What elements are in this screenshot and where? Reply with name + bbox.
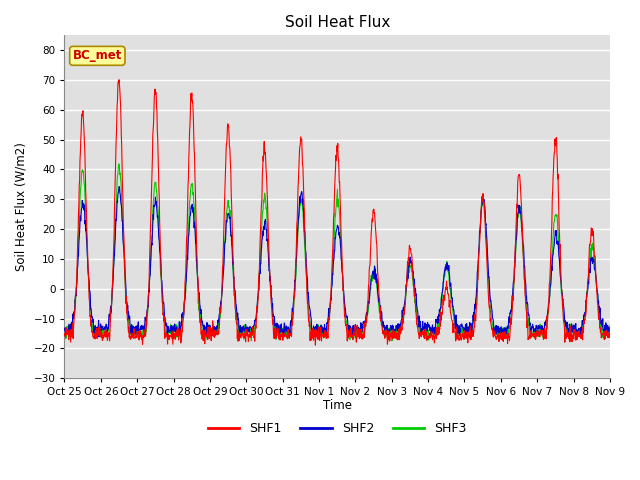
- SHF2: [61, 326, 68, 332]
- SHF3: [169, 325, 177, 331]
- SHF2: [422, 326, 430, 332]
- SHF1: [422, 330, 430, 336]
- SHF1: [542, 329, 550, 335]
- SHF3: [61, 334, 68, 339]
- Line: SHF1: SHF1: [65, 80, 610, 345]
- SHF2: [182, 279, 190, 285]
- SHF2: [272, 335, 280, 341]
- SHF3: [182, 273, 190, 279]
- SHF1: [312, 342, 319, 348]
- SHF3: [542, 328, 550, 334]
- SHF2: [243, 324, 251, 330]
- Text: BC_met: BC_met: [73, 49, 122, 62]
- SHF1: [606, 327, 614, 333]
- Line: SHF3: SHF3: [65, 164, 610, 341]
- SHF1: [243, 333, 251, 339]
- SHF3: [243, 324, 251, 330]
- SHF2: [606, 327, 614, 333]
- SHF2: [494, 324, 502, 329]
- SHF1: [182, 255, 190, 261]
- SHF3: [606, 323, 614, 329]
- Legend: SHF1, SHF2, SHF3: SHF1, SHF2, SHF3: [203, 418, 472, 441]
- SHF3: [494, 333, 502, 338]
- SHF1: [169, 341, 177, 347]
- SHF3: [388, 338, 396, 344]
- SHF1: [61, 333, 68, 338]
- X-axis label: Time: Time: [323, 398, 352, 411]
- SHF2: [542, 318, 550, 324]
- SHF2: [169, 324, 177, 330]
- Line: SHF2: SHF2: [65, 187, 610, 338]
- Y-axis label: Soil Heat Flux (W/m2): Soil Heat Flux (W/m2): [15, 142, 28, 271]
- SHF1: [115, 77, 123, 83]
- SHF3: [115, 161, 123, 167]
- SHF3: [422, 325, 430, 331]
- Title: Soil Heat Flux: Soil Heat Flux: [285, 15, 390, 30]
- SHF2: [116, 184, 124, 190]
- SHF1: [494, 332, 502, 338]
